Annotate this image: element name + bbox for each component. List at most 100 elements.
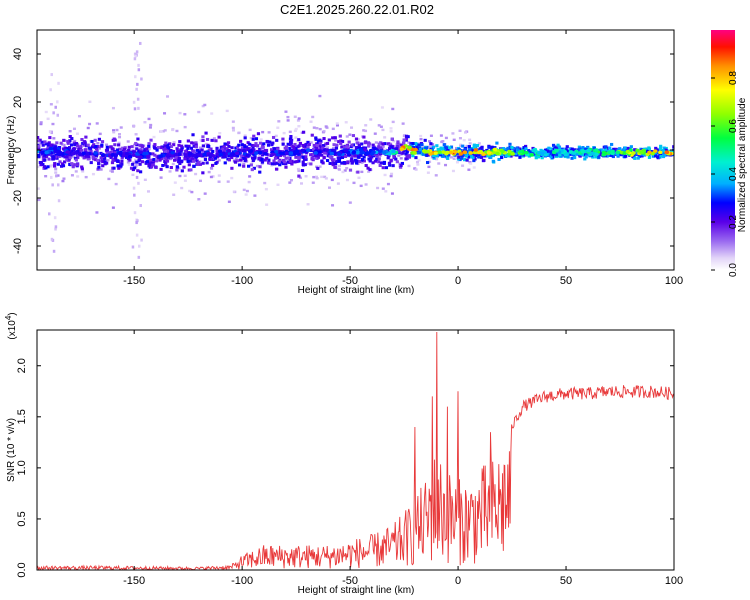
spectrogram-core-cell [366, 166, 370, 170]
spectrogram-outer-cell [419, 137, 423, 141]
spectrogram-ridge-point [658, 150, 663, 155]
spectrogram-core-cell [47, 157, 51, 161]
spectrogram-core-cell [49, 144, 53, 148]
spectrogram-ridge-point [173, 152, 179, 157]
spectrogram-core-cell [219, 145, 223, 149]
spectrogram-core-cell [663, 153, 667, 157]
spectrogram-outer-cell [248, 128, 252, 132]
spectrogram-ridge-point [336, 152, 342, 156]
spectrogram-ridge-point [441, 150, 446, 154]
spectrogram-core-cell [316, 166, 320, 170]
spectrogram-core-cell [508, 142, 512, 146]
spectrogram-core-cell [129, 166, 134, 170]
spectrogram-core-cell [75, 152, 79, 156]
spectrogram-core-cell [213, 156, 218, 160]
spectrogram-outer-cell [348, 201, 352, 204]
spectrogram-core-cell [255, 144, 260, 148]
spectrogram-core-cell [333, 136, 337, 140]
spectrogram-core-cell [162, 147, 166, 151]
spectrogram-core-cell [356, 153, 361, 157]
spectrogram-outer-cell [109, 169, 113, 173]
spectrogram-outer-cell [261, 130, 265, 134]
spectrogram-core-cell [233, 154, 237, 158]
spectrogram-y-tick-label: 40 [12, 48, 24, 60]
spectrogram-core-cell [109, 145, 113, 149]
spectrogram-outer-cell [197, 198, 201, 201]
spectrogram-outer-cell [440, 140, 444, 144]
spectrogram-outer-cell [126, 140, 130, 143]
spectrogram-core-cell [391, 164, 395, 168]
spectrogram-outer-cell [193, 151, 197, 155]
spectrogram-core-cell [131, 168, 135, 172]
snr-x-tick-label: 0 [455, 575, 461, 587]
spectrogram-core-cell [70, 149, 74, 153]
spectrogram-core-cell [189, 159, 193, 163]
spectrogram-core-cell [507, 154, 511, 158]
spectrogram-core-cell [350, 143, 354, 147]
spectrogram-core-cell [554, 145, 558, 149]
spectrogram-outer-cell [286, 119, 290, 122]
spectrogram-core-cell [203, 158, 208, 162]
spectrogram-core-cell [156, 145, 161, 149]
spectrogram-y-tick-label: 0 [12, 147, 24, 153]
spectrogram-core-cell [566, 155, 570, 159]
spectrogram-core-cell [335, 143, 339, 147]
spectrogram-core-cell [215, 146, 219, 150]
spectrogram-core-cell [250, 143, 254, 147]
spectrogram-core-cell [614, 147, 618, 151]
spectrogram-core-cell [226, 141, 231, 145]
spectrogram-outer-cell [322, 130, 326, 133]
spectrogram-core-cell [243, 136, 247, 140]
spectrogram-core-cell [120, 162, 124, 166]
spectrogram-core-cell [209, 147, 213, 151]
spectrogram-outer-cell [61, 179, 65, 183]
spectrogram-core-cell [609, 153, 613, 157]
spectrogram-core-cell [127, 148, 131, 152]
spectrogram-core-cell [654, 146, 658, 150]
spectrogram-core-cell [267, 158, 271, 162]
spectrogram-streak-cell [132, 186, 136, 190]
spectrogram-ridge-point [507, 149, 512, 154]
spectrogram-core-cell [645, 149, 650, 153]
snr-x-tick-label: -50 [342, 575, 358, 587]
spectrogram-core-cell [659, 154, 663, 158]
spectrogram-core-cell [66, 141, 70, 145]
spectrogram-streak-cell [133, 211, 137, 215]
spectrogram-core-cell [87, 155, 91, 159]
spectrogram-core-cell [195, 159, 199, 163]
spectrogram-ridge-point [318, 152, 323, 157]
spectrogram-outer-cell [88, 122, 92, 126]
spectrogram-core-cell [288, 159, 293, 163]
spectrogram-core-cell [272, 147, 276, 151]
spectrogram-core-cell [375, 147, 379, 151]
spectrogram-outer-cell [77, 114, 81, 118]
spectrogram-outer-cell [369, 118, 373, 121]
spectrogram-core-cell [578, 147, 582, 151]
spectrogram-outer-cell [377, 124, 381, 127]
spectrogram-core-cell [230, 146, 234, 150]
spectrogram-ridge-point [284, 151, 290, 156]
spectrogram-core-cell [286, 156, 290, 160]
spectrogram-outer-cell [68, 129, 72, 133]
spectrogram-ridge-point [437, 150, 442, 154]
spectrogram-ridge-point [615, 150, 621, 155]
spectrogram-outer-cell [111, 206, 115, 209]
spectrogram-core-cell [147, 142, 151, 146]
spectrogram-outer-cell [226, 180, 230, 183]
spectrogram-core-cell [101, 157, 105, 161]
spectrogram-core-cell [316, 141, 320, 145]
spectrogram-ridge-point [580, 149, 585, 154]
spectrogram-outer-cell [115, 128, 119, 132]
spectrogram-core-cell [501, 147, 506, 151]
snr-series-line [37, 331, 674, 570]
spectrogram-outer-cell [253, 194, 257, 197]
spectrogram-core-cell [178, 161, 182, 165]
spectrogram-core-cell [500, 156, 504, 160]
spectrogram-core-cell [137, 149, 141, 153]
spectrogram-ridge-point [300, 148, 305, 153]
spectrogram-core-cell [446, 156, 450, 160]
spectrogram-core-cell [479, 155, 484, 159]
spectrogram-core-cell [362, 135, 366, 139]
spectrogram-core-cell [240, 154, 244, 158]
spectrogram-core-cell [191, 157, 195, 161]
